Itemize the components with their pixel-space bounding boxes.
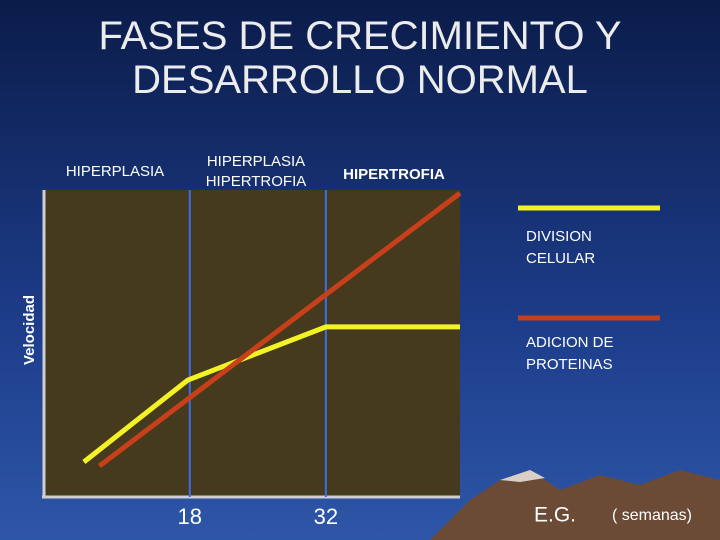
x-axis-unit: ( semanas): [612, 507, 692, 524]
x-axis-label: E.G.: [534, 504, 576, 527]
series-line: [97, 191, 462, 468]
mountains: [430, 470, 720, 540]
phase-label: HIPERPLASIA: [65, 163, 165, 180]
x-tick-label: 32: [314, 504, 338, 529]
y-axis-label: Velocidad: [21, 295, 38, 365]
phase-label: HIPERPLASIA HIPERTROFIA: [205, 153, 307, 190]
phase-label: HIPERTROFIA: [343, 166, 445, 183]
title: FASES DE CRECIMIENTO Y DESARROLLO NORMAL: [98, 14, 622, 102]
plot-area: [44, 190, 460, 497]
legend-label: DIVISION CELULAR: [526, 228, 596, 267]
series-line: [82, 324, 460, 464]
x-tick-label: 18: [178, 504, 202, 529]
legend-label: ADICION DE PROTEINAS: [526, 334, 614, 373]
snow: [500, 470, 545, 482]
